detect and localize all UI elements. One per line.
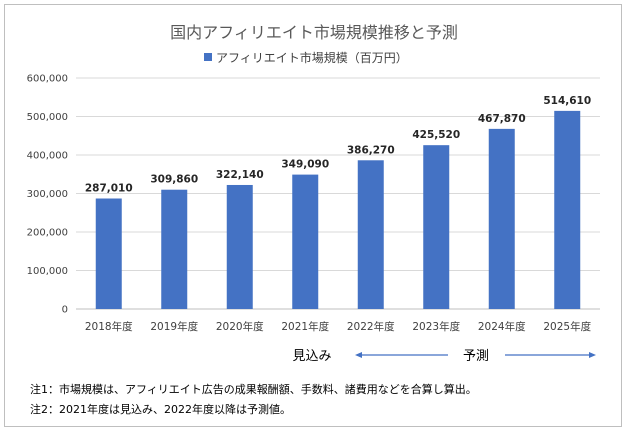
data-label: 386,270 — [347, 144, 395, 156]
bar — [226, 184, 253, 309]
x-tick-label: 2023年度 — [412, 320, 460, 333]
bar — [357, 160, 384, 309]
y-tick-label: 0 — [62, 305, 68, 316]
bar — [95, 198, 122, 309]
y-axis-ticks: 0 100,000 200,000 300,000 400,000 500,000 600,… — [27, 74, 68, 316]
x-tick-label: 2018年度 — [85, 320, 133, 333]
x-tick-label: 2021年度 — [281, 320, 329, 333]
y-tick-label: 100,000 — [27, 266, 68, 277]
note-1: 注1：市場規模は、アフィリエイト広告の成果報酬額、手数料、諸費用などを合算し算出… — [30, 382, 477, 396]
data-labels: 287,010 309,860 322,140 349,090 386,270 425,5… — [85, 95, 591, 195]
y-tick-label: 600,000 — [27, 74, 68, 85]
arrow-left-head — [355, 352, 362, 358]
forecast-label: 予測 — [463, 349, 489, 364]
bar — [423, 145, 450, 309]
x-tick-label: 2024年度 — [478, 320, 526, 333]
data-label: 349,090 — [281, 159, 329, 171]
estimate-forecast-annotation: 見込み 予測 — [292, 349, 596, 364]
bar — [554, 110, 581, 309]
bar — [488, 128, 515, 309]
note-2: 注2：2021年度は見込み、2022年度以降は予測値。 — [30, 402, 291, 416]
chart-title: 国内アフィリエイト市場規模推移と予測 — [170, 23, 458, 42]
bar — [161, 189, 188, 309]
data-label: 514,610 — [543, 95, 591, 107]
x-axis-ticks: 2018年度 2019年度 2020年度 2021年度 2022年度 2023年度 2024… — [85, 320, 592, 333]
y-tick-label: 500,000 — [27, 112, 68, 123]
x-tick-label: 2019年度 — [150, 320, 198, 333]
data-label: 322,140 — [216, 169, 264, 181]
x-tick-label: 2022年度 — [347, 320, 395, 333]
data-label: 287,010 — [85, 183, 133, 195]
x-tick-label: 2025年度 — [543, 320, 591, 333]
y-tick-label: 300,000 — [27, 189, 68, 200]
y-tick-label: 400,000 — [27, 151, 68, 162]
x-tick-label: 2020年度 — [216, 320, 264, 333]
estimate-label: 見込み — [292, 349, 331, 364]
legend-label: アフィリエイト市場規模（百万円） — [216, 50, 408, 65]
bars — [95, 110, 581, 309]
y-tick-label: 200,000 — [27, 228, 68, 239]
arrow-right-head — [589, 352, 596, 358]
data-label: 425,520 — [412, 129, 460, 141]
legend: アフィリエイト市場規模（百万円） — [204, 50, 408, 65]
data-label: 309,860 — [150, 174, 198, 186]
legend-swatch — [204, 53, 212, 61]
data-label: 467,870 — [478, 113, 526, 125]
bar — [292, 174, 319, 309]
